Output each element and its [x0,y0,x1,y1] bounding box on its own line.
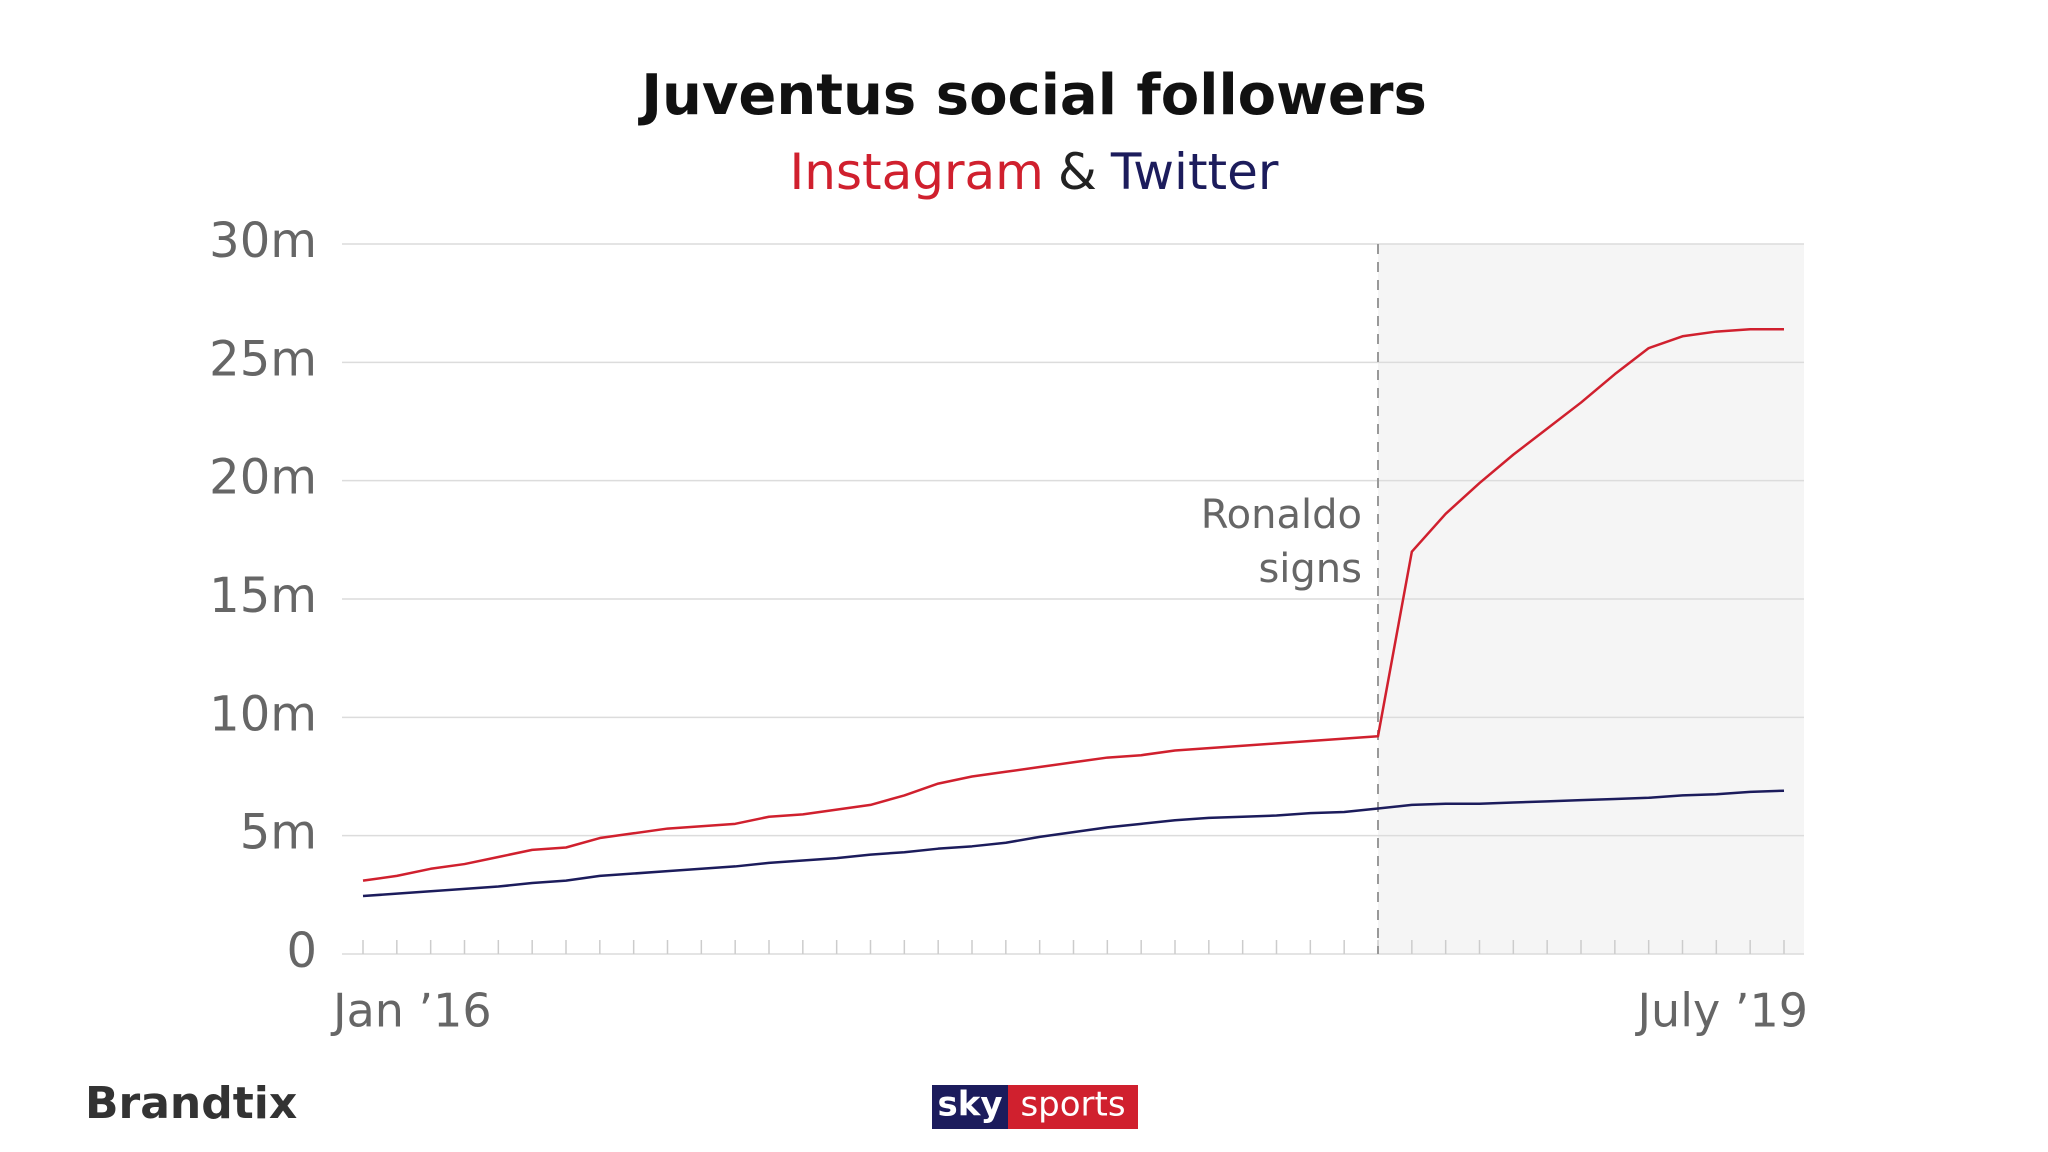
annotation: Ronaldo [1201,492,1362,538]
x-tick-label: Jan ’16 [330,984,492,1038]
y-tick-label: 15m [209,568,317,624]
logo-bg [932,1085,1008,1129]
legend-entry: Twitter [1110,143,1279,201]
series-line [362,789,1785,898]
legend-entry: Instagram [790,143,1044,201]
annotation: signs [1258,546,1362,592]
logo-text: sky [937,1085,1002,1125]
legend: Instagram & Twitter [790,143,1279,201]
chart-title: Juventus social followers [637,63,1427,128]
y-tick-label: 10m [209,686,317,742]
y-tick-label: 25m [209,331,317,387]
logo-text: sports [1020,1085,1125,1125]
brand-logo: Brandtix [85,1078,297,1129]
y-tick-label: 0 [286,923,317,979]
legend-separator: & [1058,143,1097,201]
y-tick-label: 20m [209,450,317,506]
series-line [362,327,1784,882]
x-tick-label: July ’19 [1634,984,1808,1038]
y-tick-label: 5m [240,805,317,861]
y-tick-label: 30m [209,213,317,269]
logo-bg [1008,1085,1138,1129]
